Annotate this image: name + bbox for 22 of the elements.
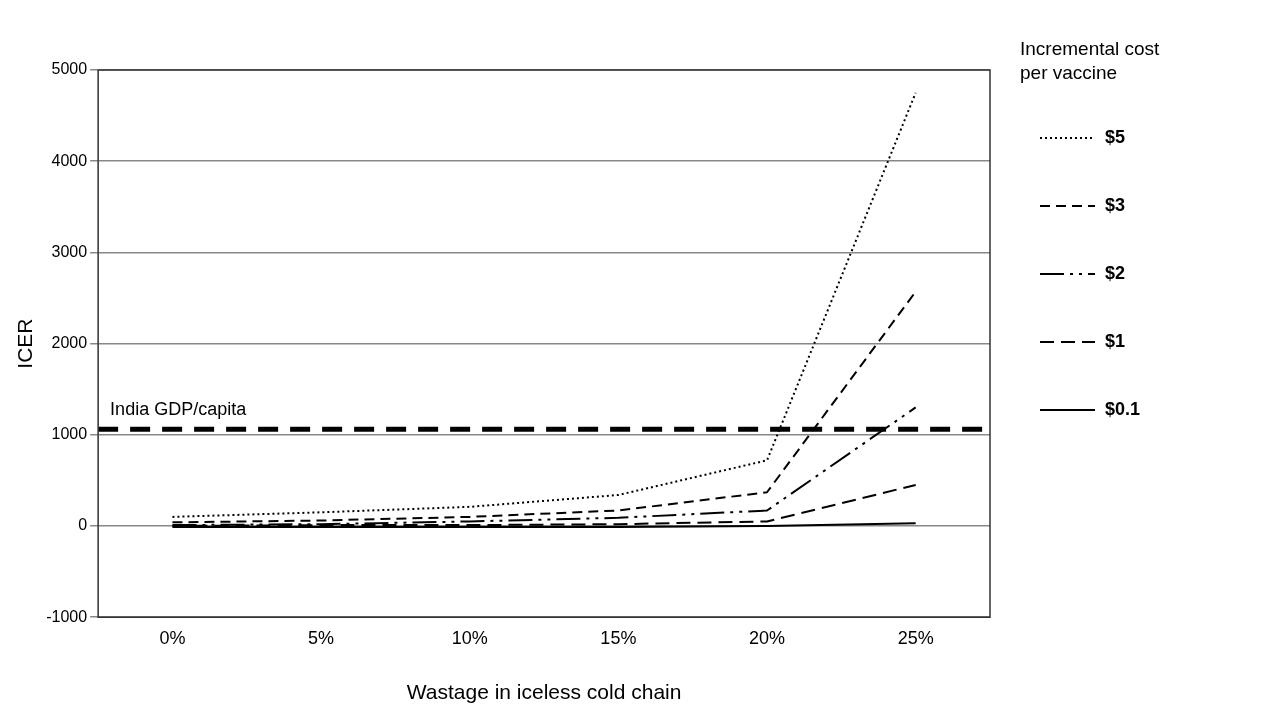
x-tick-label: 25% — [897, 627, 934, 648]
legend-label: $1 — [1105, 330, 1126, 351]
y-tick-label: -1000 — [46, 607, 88, 625]
x-tick-label: 10% — [451, 627, 488, 648]
ref-line-label: India GDP/capita — [110, 399, 248, 420]
y-tick-label: 2000 — [51, 334, 88, 352]
legend-title: Incremental cost per vaccine — [1020, 37, 1161, 83]
x-tick-label: 0% — [159, 627, 186, 648]
y-tick-label: 3000 — [51, 242, 88, 260]
y-tick-label: 0 — [78, 516, 88, 534]
y-tick-label: 1000 — [51, 425, 88, 443]
y-tick-label: 4000 — [51, 151, 88, 169]
y-axis-title: ICER — [13, 318, 37, 369]
x-axis-title: Wastage in iceless cold chain — [406, 680, 682, 704]
legend-label: $5 — [1105, 126, 1126, 147]
y-tick-label: 5000 — [51, 60, 88, 78]
legend-label: $2 — [1105, 262, 1126, 283]
x-tick-label: 15% — [600, 627, 637, 648]
x-tick-label: 5% — [308, 627, 335, 648]
x-tick-label: 20% — [749, 627, 786, 648]
legend-label: $0.1 — [1105, 398, 1141, 419]
legend-label: $3 — [1105, 194, 1126, 215]
